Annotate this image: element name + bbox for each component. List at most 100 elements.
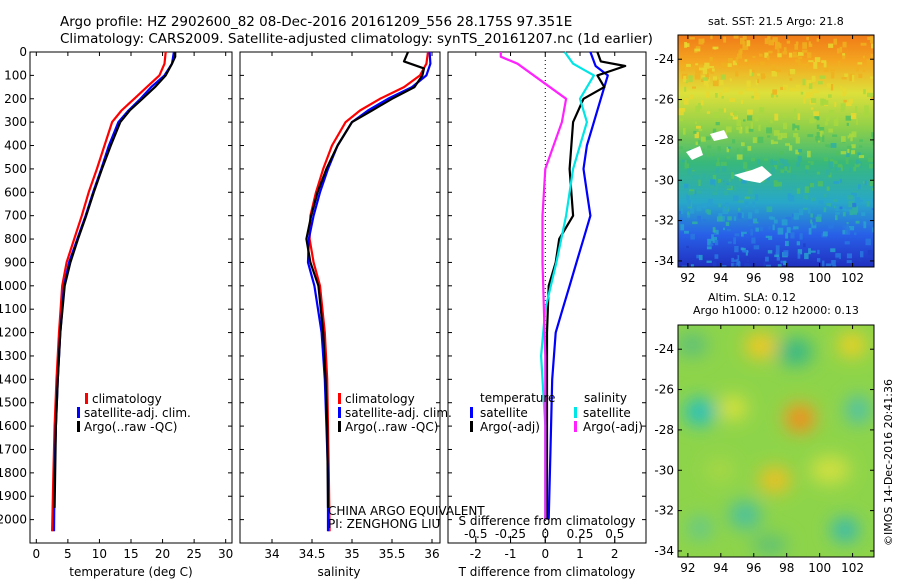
sst-pixel xyxy=(821,135,825,142)
sst-pixel xyxy=(722,216,725,222)
sst-pixel xyxy=(700,100,704,106)
x-top-tick-label: -0.5 xyxy=(464,527,487,541)
sst-pixel xyxy=(839,46,843,53)
sst-pixel xyxy=(828,43,834,48)
sst-pixel xyxy=(765,235,769,238)
sst-pixel xyxy=(699,65,705,71)
sst-pixel xyxy=(698,260,702,263)
sst-pixel xyxy=(788,195,795,202)
sst-pixel xyxy=(763,158,768,161)
sst-pixel xyxy=(783,113,786,118)
sst-pixel xyxy=(785,232,789,239)
sst-pixel xyxy=(696,205,702,212)
sst-pixel xyxy=(842,88,847,95)
sst-pixel xyxy=(766,127,772,134)
sst-pixel xyxy=(717,146,721,152)
sst-pixel xyxy=(771,167,775,174)
sst-pixel xyxy=(857,152,861,157)
sst-pixel xyxy=(806,36,809,41)
sst-pixel xyxy=(859,139,863,142)
map-x-tick-label: 98 xyxy=(779,271,794,285)
sst-pixel xyxy=(751,157,755,162)
sst-pixel xyxy=(706,209,709,215)
sst-pixel xyxy=(712,79,719,87)
sst-pixel xyxy=(808,208,811,214)
sst-pixel xyxy=(715,93,718,98)
sst-pixel xyxy=(811,223,817,229)
sst-pixel xyxy=(825,144,831,147)
sst-pixel xyxy=(738,200,744,203)
sst-pixel xyxy=(704,62,710,69)
depth-tick-label: 1600 xyxy=(0,419,27,433)
sst-pixel xyxy=(867,36,872,40)
sst-pixel xyxy=(844,241,850,245)
sst-pixel xyxy=(743,161,748,169)
sst-pixel xyxy=(825,263,831,267)
sst-pixel xyxy=(760,107,765,114)
x-tick-label: 15 xyxy=(123,547,138,561)
sst-pixel xyxy=(830,248,836,253)
sst-pixel xyxy=(857,62,863,65)
sst-pixel xyxy=(810,197,816,202)
sst-pixel xyxy=(797,249,803,255)
depth-tick-label: 1300 xyxy=(0,349,27,363)
sst-pixel xyxy=(717,157,720,165)
sla-map-axes: 92 94 96 98 100 102 -24 -26 -28 -30 -32 -34 xyxy=(654,325,874,575)
sst-pixel xyxy=(793,108,797,115)
sst-pixel xyxy=(692,221,698,225)
sst-pixel xyxy=(741,231,747,234)
sst-pixel xyxy=(849,209,853,216)
sst-pixel xyxy=(794,125,800,131)
sst-pixel xyxy=(718,213,723,218)
sst-pixel xyxy=(788,70,791,76)
x-tick-label: 35 xyxy=(344,547,359,561)
sst-pixel xyxy=(810,182,814,188)
sst-pixel xyxy=(851,150,856,155)
sst-pixel xyxy=(764,38,769,45)
sst-pixel xyxy=(822,100,829,105)
map-x-tick-label: 102 xyxy=(841,271,864,285)
sst-pixel xyxy=(768,226,771,230)
sst-texture xyxy=(678,35,874,267)
sst-pixel xyxy=(723,108,726,113)
depth-tick-label: 1100 xyxy=(0,302,27,316)
sst-pixel xyxy=(830,143,837,148)
sst-pixel xyxy=(797,62,802,66)
sst-pixel xyxy=(740,38,745,45)
sst-pixel xyxy=(726,156,731,159)
sst-pixel xyxy=(805,169,808,174)
temperature-panel: 0100200300400500600700800900100011001200… xyxy=(0,45,233,561)
sst-pixel xyxy=(703,81,709,86)
depth-tick-label: 600 xyxy=(4,185,27,199)
sst-pixel xyxy=(789,87,794,91)
sst-pixel xyxy=(839,178,842,183)
sst-pixel xyxy=(755,79,758,86)
sst-pixel xyxy=(746,40,751,47)
sst-pixel xyxy=(772,89,778,95)
sla-map xyxy=(677,324,875,558)
sst-pixel xyxy=(746,88,751,91)
depth-tick-label: 1800 xyxy=(0,466,27,480)
sst-pixel xyxy=(695,63,699,66)
sst-pixel xyxy=(866,59,873,67)
sst-pixel xyxy=(723,36,727,43)
sst-pixel xyxy=(777,264,782,267)
depth-tick-label: 700 xyxy=(4,209,27,223)
sst-pixel xyxy=(812,89,817,94)
sst-pixel xyxy=(764,52,769,58)
map-y-tick-label: -28 xyxy=(654,133,674,147)
sst-pixel xyxy=(808,227,812,235)
sst-pixel xyxy=(810,118,816,123)
sst-pixel xyxy=(864,105,869,111)
sst-pixel xyxy=(732,115,738,120)
sst-pixel xyxy=(713,261,717,267)
sst-pixel xyxy=(770,64,776,70)
sst-pixel xyxy=(808,248,811,255)
sst-pixel xyxy=(743,119,746,122)
sst-pixel xyxy=(712,227,716,233)
sst-pixel xyxy=(684,163,689,169)
legend-swatch-satellite xyxy=(338,407,341,418)
sst-pixel xyxy=(858,257,862,262)
sst-pixel xyxy=(722,207,729,214)
sst-pixel xyxy=(713,229,719,235)
